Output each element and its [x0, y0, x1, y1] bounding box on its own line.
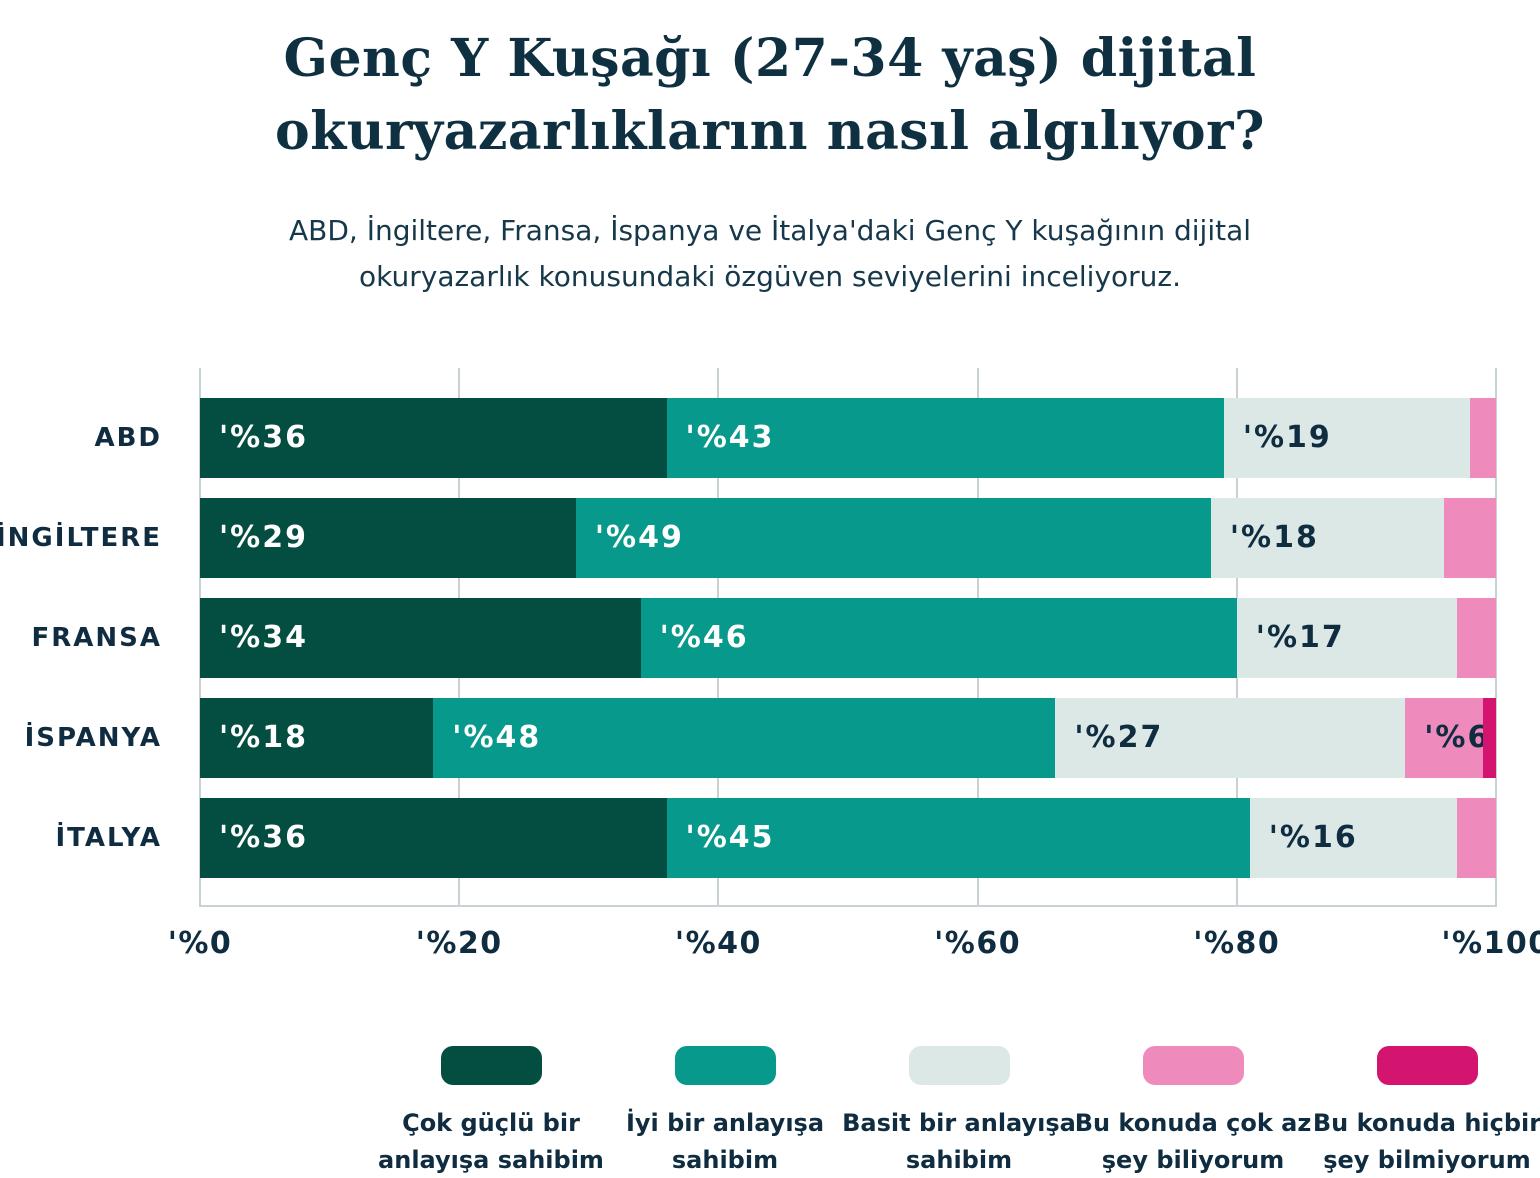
bar-segment: '%36: [200, 798, 667, 878]
bar-segment: '%45: [666, 798, 1250, 878]
bar-value-label: '%49: [594, 520, 684, 555]
bar-segment: [1483, 698, 1496, 778]
legend-swatch: [1376, 1046, 1478, 1085]
legend-label-line: İyi bir anlayışa: [625, 1109, 825, 1137]
bar-segment: '%49: [575, 498, 1211, 578]
bar-segment: '%43: [666, 398, 1224, 478]
bar-row: '%34 '%46 '%17: [200, 598, 1496, 678]
bar-value-label: '%45: [685, 820, 775, 855]
page-title-line2: okuryazarlıklarını nasıl algılıyor?: [275, 101, 1265, 162]
bar-segment: '%16: [1249, 798, 1458, 878]
bar-value-label: '%48: [452, 720, 542, 755]
legend-label: Çok güçlü bir anlayışa sahibim: [378, 1105, 604, 1178]
gridline: [1495, 368, 1497, 907]
bar-value-label: '%6: [1424, 720, 1491, 755]
bar-segment: '%27: [1055, 698, 1406, 778]
bar-value-label: '%19: [1242, 420, 1332, 455]
legend-item: Bu konuda çok az şey biliyorum: [1075, 1046, 1312, 1178]
legend-swatch: [674, 1046, 776, 1085]
category-axis-labels: ABD İNGİLTERE FRANSA İSPANYA İTALYA: [0, 368, 162, 907]
bar-value-label: '%18: [219, 720, 308, 755]
legend-item: Basit bir anlayışa sahibim: [842, 1046, 1076, 1178]
bar-segment: [1457, 598, 1496, 678]
legend-item: Bu konuda hiçbir şey bilmiyorum: [1310, 1046, 1540, 1178]
bar-segment: '%48: [433, 698, 1056, 778]
x-tick-label: '%80: [1193, 926, 1281, 961]
x-tick-label: '%60: [934, 926, 1022, 961]
x-tick-label: '%100: [1441, 926, 1540, 961]
bar-segment: '%17: [1236, 598, 1458, 678]
legend-label-line: şey bilmiyorum: [1323, 1146, 1531, 1174]
bar-segment: '%18: [200, 698, 434, 778]
bar-segment: '%46: [640, 598, 1237, 678]
chart-plot: '%36 '%43 '%19 '%29 '%49 '%18 '%34 '%46 '%17 '%18…: [168, 368, 1540, 961]
bar-segment: '%29: [200, 498, 576, 578]
bar-segment: [1444, 498, 1496, 578]
bar-segment: '%19: [1223, 398, 1471, 478]
bar-row: '%18 '%48 '%27 '%6: [200, 698, 1496, 778]
legend-label: Bu konuda hiçbir şey bilmiyorum: [1313, 1105, 1540, 1178]
chart-subtitle-line1: ABD, İngiltere, Fransa, İspanya ve İtaly…: [288, 214, 1252, 247]
bar-row: '%29 '%49 '%18: [200, 498, 1496, 578]
legend-swatch: [440, 1046, 542, 1085]
bar-value-label: '%29: [219, 520, 308, 555]
bar-value-label: '%27: [1074, 720, 1164, 755]
chart-subtitle: ABD, İngiltere, Fransa, İspanya ve İtaly…: [0, 208, 1540, 300]
legend-label-line: Bu konuda çok az: [1074, 1109, 1312, 1137]
row-label: ABD: [94, 423, 162, 453]
legend-label-line: sahibim: [671, 1146, 779, 1174]
x-tick-label: '%0: [167, 926, 233, 961]
bar-value-label: '%46: [659, 620, 749, 655]
bar-value-label: '%36: [219, 820, 308, 855]
bar-segment: '%36: [200, 398, 667, 478]
x-axis-line: [200, 905, 1496, 907]
page-title-line1: Genç Y Kuşağı (27-34 yaş) dijital: [283, 28, 1257, 89]
bar-value-label: '%18: [1229, 520, 1319, 555]
bar-segment: [1470, 398, 1496, 478]
x-tick-label: '%40: [674, 926, 762, 961]
legend-label-line: şey biliyorum: [1101, 1146, 1285, 1174]
legend-label: Bu konuda çok az şey biliyorum: [1075, 1105, 1312, 1178]
bar-value-label: '%43: [685, 420, 775, 455]
legend-swatch: [1142, 1046, 1244, 1085]
legend-label: Basit bir anlayışa sahibim: [842, 1105, 1076, 1178]
legend-label-line: anlayışa sahibim: [378, 1146, 604, 1174]
legend-label-line: Basit bir anlayışa: [842, 1109, 1076, 1137]
x-tick-label: '%20: [415, 926, 503, 961]
bar-segment: '%6: [1405, 698, 1488, 778]
chart-subtitle-line2: okuryazarlık konusundaki özgüven seviyel…: [359, 260, 1181, 293]
page-title: Genç Y Kuşağı (27-34 yaş) dijital okurya…: [0, 22, 1540, 168]
legend-label-line: sahibim: [905, 1146, 1013, 1174]
bar-segment: '%18: [1210, 498, 1445, 578]
row-label: İNGİLTERE: [0, 523, 162, 553]
legend-label-line: Bu konuda hiçbir: [1312, 1109, 1540, 1137]
bar-value-label: '%17: [1255, 620, 1345, 655]
legend-item: İyi bir anlayışa sahibim: [608, 1046, 842, 1178]
legend-label-line: Çok güçlü bir: [402, 1109, 580, 1137]
row-label: FRANSA: [31, 623, 162, 653]
legend-swatch: [908, 1046, 1010, 1085]
bar-segment: '%34: [200, 598, 641, 678]
legend: Çok güçlü bir anlayışa sahibim İyi bir anl…: [374, 1046, 1540, 1178]
bar-row: '%36 '%43 '%19: [200, 398, 1496, 478]
row-label: İTALYA: [55, 823, 162, 853]
legend-item: Çok güçlü bir anlayışa sahibim: [374, 1046, 608, 1178]
bar-value-label: '%16: [1268, 820, 1358, 855]
bar-row: '%36 '%45 '%16: [200, 798, 1496, 878]
bar-value-label: '%34: [219, 620, 308, 655]
row-label: İSPANYA: [24, 723, 162, 753]
bar-segment: [1457, 798, 1496, 878]
legend-label: İyi bir anlayışa sahibim: [626, 1105, 824, 1178]
bar-value-label: '%36: [219, 420, 308, 455]
